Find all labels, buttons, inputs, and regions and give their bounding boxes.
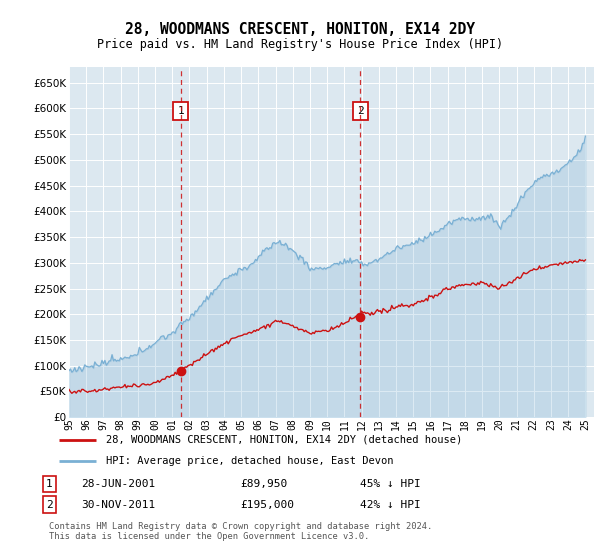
Text: 45% ↓ HPI: 45% ↓ HPI [360,479,421,489]
Text: HPI: Average price, detached house, East Devon: HPI: Average price, detached house, East… [106,456,394,466]
Text: 42% ↓ HPI: 42% ↓ HPI [360,500,421,510]
Text: £89,950: £89,950 [240,479,287,489]
Text: 2: 2 [357,106,364,116]
Text: 2: 2 [46,500,53,510]
Text: 28, WOODMANS CRESCENT, HONITON, EX14 2DY: 28, WOODMANS CRESCENT, HONITON, EX14 2DY [125,22,475,38]
Text: Contains HM Land Registry data © Crown copyright and database right 2024.
This d: Contains HM Land Registry data © Crown c… [49,522,433,542]
Text: 28-JUN-2001: 28-JUN-2001 [81,479,155,489]
Text: 28, WOODMANS CRESCENT, HONITON, EX14 2DY (detached house): 28, WOODMANS CRESCENT, HONITON, EX14 2DY… [106,435,463,445]
Text: Price paid vs. HM Land Registry's House Price Index (HPI): Price paid vs. HM Land Registry's House … [97,38,503,50]
Text: 1: 1 [46,479,53,489]
Text: 1: 1 [178,106,184,116]
Text: 30-NOV-2011: 30-NOV-2011 [81,500,155,510]
Text: £195,000: £195,000 [240,500,294,510]
